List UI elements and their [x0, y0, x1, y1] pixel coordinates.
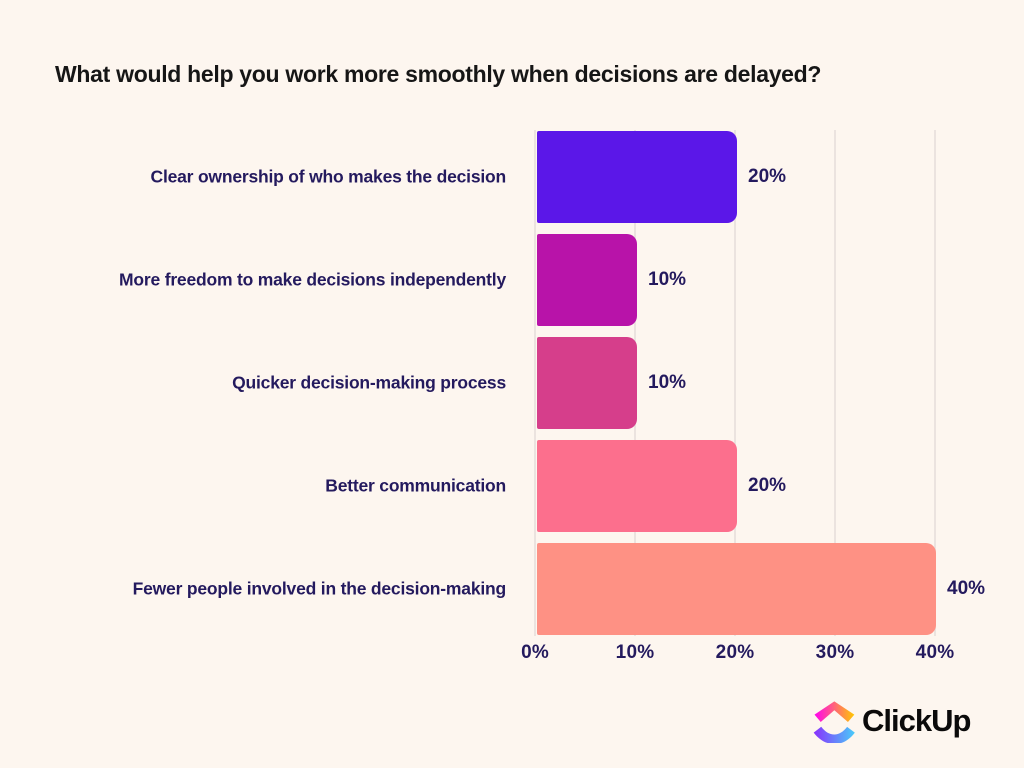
- x-tick-label: 40%: [915, 642, 955, 663]
- category-label: Clear ownership of who makes the decisio…: [150, 166, 507, 187]
- value-label: 20%: [748, 475, 787, 496]
- value-label: 20%: [748, 166, 787, 187]
- gridline: [934, 130, 936, 636]
- value-label: 10%: [648, 372, 687, 393]
- bar-row: Better communication 20%: [0, 440, 1024, 532]
- bar-row: Quicker decision-making process 10%: [0, 337, 1024, 429]
- clickup-logo: ClickUp: [813, 699, 971, 743]
- x-tick-label: 10%: [615, 642, 655, 663]
- bar: [537, 234, 637, 326]
- bar: [537, 337, 637, 429]
- clickup-logo-text: ClickUp: [862, 703, 971, 738]
- gridline: [534, 130, 536, 636]
- bar-row: More freedom to make decisions independe…: [0, 234, 1024, 326]
- category-label: Fewer people involved in the decision-ma…: [132, 578, 507, 599]
- bar: [537, 440, 737, 532]
- bar-row: Fewer people involved in the decision-ma…: [0, 543, 1024, 635]
- gridline: [834, 130, 836, 636]
- category-label: Better communication: [325, 475, 506, 496]
- category-label: Quicker decision-making process: [232, 372, 506, 393]
- chart-title: What would help you work more smoothly w…: [55, 61, 822, 87]
- category-label: More freedom to make decisions independe…: [119, 269, 506, 290]
- x-tick-label: 20%: [715, 642, 755, 663]
- gridline: [734, 130, 736, 636]
- bar-row: Clear ownership of who makes the decisio…: [0, 131, 1024, 223]
- x-tick-label: 0%: [521, 642, 549, 663]
- clickup-logo-icon: [813, 701, 855, 743]
- bar: [537, 131, 737, 223]
- value-label: 10%: [648, 269, 687, 290]
- x-tick-label: 30%: [815, 642, 855, 663]
- bar: [537, 543, 936, 635]
- value-label: 40%: [947, 578, 986, 599]
